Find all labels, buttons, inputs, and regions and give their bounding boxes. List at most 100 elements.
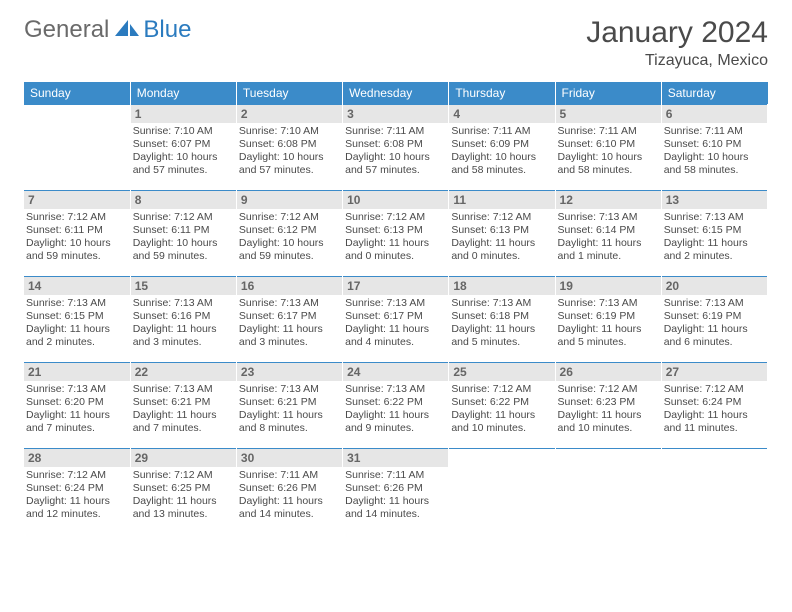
- day-number: 26: [556, 363, 661, 381]
- daylight-line: Daylight: 11 hours and 9 minutes.: [345, 409, 446, 435]
- day-content: Sunrise: 7:11 AMSunset: 6:08 PMDaylight:…: [343, 123, 448, 182]
- day-content: Sunrise: 7:12 AMSunset: 6:23 PMDaylight:…: [556, 381, 661, 440]
- sunset-line: Sunset: 6:22 PM: [451, 396, 552, 409]
- calendar-cell: 20Sunrise: 7:13 AMSunset: 6:19 PMDayligh…: [661, 277, 767, 363]
- sunset-line: Sunset: 6:13 PM: [451, 224, 552, 237]
- daylight-line: Daylight: 11 hours and 11 minutes.: [664, 409, 765, 435]
- daylight-line: Daylight: 10 hours and 57 minutes.: [345, 151, 446, 177]
- calendar-cell: 25Sunrise: 7:12 AMSunset: 6:22 PMDayligh…: [449, 363, 555, 449]
- title-block: January 2024 Tizayuca, Mexico: [586, 16, 768, 70]
- day-content: Sunrise: 7:12 AMSunset: 6:25 PMDaylight:…: [131, 467, 236, 526]
- day-number: 14: [24, 277, 130, 295]
- sunrise-line: Sunrise: 7:12 AM: [133, 469, 234, 482]
- sunset-line: Sunset: 6:17 PM: [239, 310, 340, 323]
- daylight-line: Daylight: 11 hours and 2 minutes.: [664, 237, 765, 263]
- day-number: 5: [556, 105, 661, 123]
- page-title: January 2024: [586, 16, 768, 50]
- sunrise-line: Sunrise: 7:13 AM: [664, 297, 765, 310]
- daylight-line: Daylight: 11 hours and 5 minutes.: [451, 323, 552, 349]
- sunrise-line: Sunrise: 7:13 AM: [345, 297, 446, 310]
- calendar-cell: 23Sunrise: 7:13 AMSunset: 6:21 PMDayligh…: [236, 363, 342, 449]
- day-content: Sunrise: 7:10 AMSunset: 6:07 PMDaylight:…: [131, 123, 236, 182]
- day-content: Sunrise: 7:12 AMSunset: 6:22 PMDaylight:…: [449, 381, 554, 440]
- calendar-row: 14Sunrise: 7:13 AMSunset: 6:15 PMDayligh…: [24, 277, 768, 363]
- sunset-line: Sunset: 6:18 PM: [451, 310, 552, 323]
- daylight-line: Daylight: 10 hours and 57 minutes.: [133, 151, 234, 177]
- day-number: 4: [449, 105, 554, 123]
- sunset-line: Sunset: 6:15 PM: [664, 224, 765, 237]
- day-number: 20: [662, 277, 767, 295]
- day-number: 3: [343, 105, 448, 123]
- calendar-cell: 28Sunrise: 7:12 AMSunset: 6:24 PMDayligh…: [24, 449, 130, 535]
- weekday-header: Thursday: [449, 82, 555, 105]
- day-number: 1: [131, 105, 236, 123]
- daylight-line: Daylight: 11 hours and 14 minutes.: [345, 495, 446, 521]
- sunset-line: Sunset: 6:22 PM: [345, 396, 446, 409]
- sunrise-line: Sunrise: 7:13 AM: [133, 297, 234, 310]
- calendar-row: 1Sunrise: 7:10 AMSunset: 6:07 PMDaylight…: [24, 105, 768, 191]
- daylight-line: Daylight: 11 hours and 7 minutes.: [26, 409, 128, 435]
- sunset-line: Sunset: 6:17 PM: [345, 310, 446, 323]
- daylight-line: Daylight: 11 hours and 1 minute.: [558, 237, 659, 263]
- calendar-cell: 30Sunrise: 7:11 AMSunset: 6:26 PMDayligh…: [236, 449, 342, 535]
- sunrise-line: Sunrise: 7:10 AM: [133, 125, 234, 138]
- day-number: 16: [237, 277, 342, 295]
- day-number: 30: [237, 449, 342, 467]
- sunrise-line: Sunrise: 7:11 AM: [239, 469, 340, 482]
- day-content: Sunrise: 7:13 AMSunset: 6:21 PMDaylight:…: [131, 381, 236, 440]
- calendar-cell: 16Sunrise: 7:13 AMSunset: 6:17 PMDayligh…: [236, 277, 342, 363]
- calendar-header: SundayMondayTuesdayWednesdayThursdayFrid…: [24, 82, 768, 105]
- calendar-cell: [24, 105, 130, 191]
- sunrise-line: Sunrise: 7:13 AM: [26, 297, 128, 310]
- day-number: 9: [237, 191, 342, 209]
- sunrise-line: Sunrise: 7:11 AM: [345, 469, 446, 482]
- day-content: Sunrise: 7:13 AMSunset: 6:17 PMDaylight:…: [237, 295, 342, 354]
- sunrise-line: Sunrise: 7:12 AM: [26, 469, 128, 482]
- sunrise-line: Sunrise: 7:11 AM: [345, 125, 446, 138]
- daylight-line: Daylight: 10 hours and 58 minutes.: [664, 151, 765, 177]
- sunset-line: Sunset: 6:19 PM: [664, 310, 765, 323]
- sunset-line: Sunset: 6:08 PM: [345, 138, 446, 151]
- day-content: Sunrise: 7:12 AMSunset: 6:24 PMDaylight:…: [24, 467, 130, 526]
- sunrise-line: Sunrise: 7:11 AM: [664, 125, 765, 138]
- weekday-header: Monday: [130, 82, 236, 105]
- day-number: 28: [24, 449, 130, 467]
- day-content: Sunrise: 7:12 AMSunset: 6:12 PMDaylight:…: [237, 209, 342, 268]
- calendar-cell: [661, 449, 767, 535]
- day-number: 2: [237, 105, 342, 123]
- daylight-line: Daylight: 10 hours and 58 minutes.: [451, 151, 552, 177]
- calendar-cell: 22Sunrise: 7:13 AMSunset: 6:21 PMDayligh…: [130, 363, 236, 449]
- day-content: Sunrise: 7:11 AMSunset: 6:10 PMDaylight:…: [556, 123, 661, 182]
- sunrise-line: Sunrise: 7:13 AM: [239, 383, 340, 396]
- calendar-row: 28Sunrise: 7:12 AMSunset: 6:24 PMDayligh…: [24, 449, 768, 535]
- daylight-line: Daylight: 11 hours and 13 minutes.: [133, 495, 234, 521]
- day-number: 7: [24, 191, 130, 209]
- day-content: Sunrise: 7:12 AMSunset: 6:13 PMDaylight:…: [449, 209, 554, 268]
- daylight-line: Daylight: 11 hours and 4 minutes.: [345, 323, 446, 349]
- sunset-line: Sunset: 6:11 PM: [26, 224, 128, 237]
- sunrise-line: Sunrise: 7:12 AM: [133, 211, 234, 224]
- day-content: Sunrise: 7:12 AMSunset: 6:11 PMDaylight:…: [24, 209, 130, 268]
- day-content: Sunrise: 7:13 AMSunset: 6:19 PMDaylight:…: [662, 295, 767, 354]
- sunrise-line: Sunrise: 7:13 AM: [133, 383, 234, 396]
- day-number: 12: [556, 191, 661, 209]
- calendar-cell: 14Sunrise: 7:13 AMSunset: 6:15 PMDayligh…: [24, 277, 130, 363]
- calendar-table: SundayMondayTuesdayWednesdayThursdayFrid…: [24, 82, 768, 535]
- sunrise-line: Sunrise: 7:13 AM: [26, 383, 128, 396]
- calendar-cell: 5Sunrise: 7:11 AMSunset: 6:10 PMDaylight…: [555, 105, 661, 191]
- sunrise-line: Sunrise: 7:12 AM: [26, 211, 128, 224]
- day-number: 24: [343, 363, 448, 381]
- daylight-line: Daylight: 11 hours and 7 minutes.: [133, 409, 234, 435]
- sunrise-line: Sunrise: 7:11 AM: [558, 125, 659, 138]
- calendar-cell: 15Sunrise: 7:13 AMSunset: 6:16 PMDayligh…: [130, 277, 236, 363]
- logo: General Blue: [24, 16, 191, 44]
- day-number: 29: [131, 449, 236, 467]
- sunrise-line: Sunrise: 7:13 AM: [558, 297, 659, 310]
- calendar-cell: 10Sunrise: 7:12 AMSunset: 6:13 PMDayligh…: [343, 191, 449, 277]
- daylight-line: Daylight: 10 hours and 59 minutes.: [239, 237, 340, 263]
- daylight-line: Daylight: 11 hours and 0 minutes.: [345, 237, 446, 263]
- day-content: Sunrise: 7:12 AMSunset: 6:13 PMDaylight:…: [343, 209, 448, 268]
- calendar-cell: 9Sunrise: 7:12 AMSunset: 6:12 PMDaylight…: [236, 191, 342, 277]
- day-number: 11: [449, 191, 554, 209]
- daylight-line: Daylight: 11 hours and 14 minutes.: [239, 495, 340, 521]
